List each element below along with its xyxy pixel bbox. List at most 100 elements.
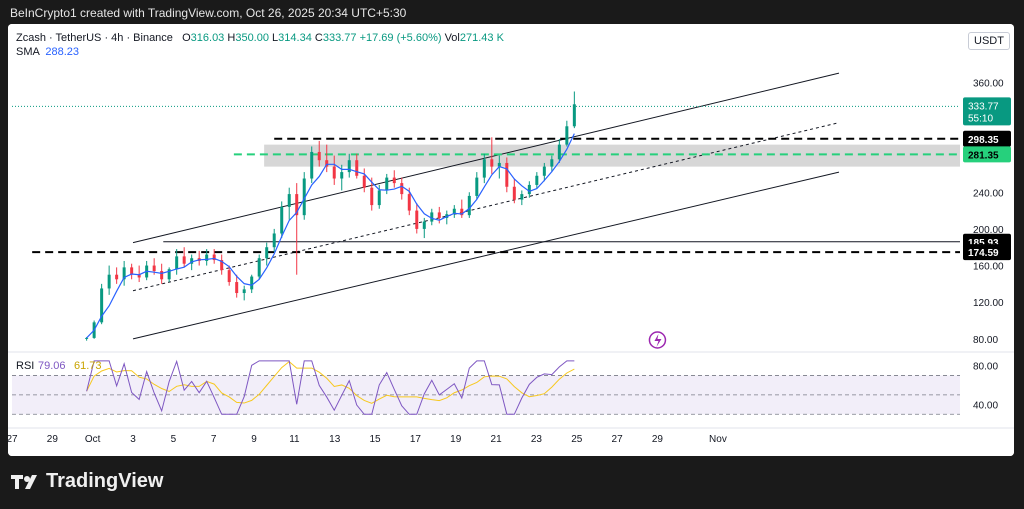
chart-card: 360.00280.00240.00200.00160.00120.0080.0… [8, 24, 1014, 456]
candle-body [572, 104, 576, 127]
rsi-tick-label: 80.00 [973, 362, 998, 373]
high-label: H [227, 32, 236, 44]
candle-body [505, 162, 509, 187]
candle-body [377, 190, 381, 206]
rsi-ma-line [86, 360, 575, 404]
price-tick-label: 120.00 [973, 298, 1004, 309]
candle-body [347, 160, 351, 173]
candle-body [295, 194, 299, 216]
chart-background [8, 24, 1014, 456]
candle-body [520, 194, 524, 200]
candle-body [385, 177, 389, 191]
candle-body [242, 289, 246, 294]
candle-body [250, 276, 254, 290]
support-2-tag-bg [963, 244, 1011, 261]
candle-body [475, 177, 479, 196]
candle-body [182, 256, 186, 264]
candle-body [137, 274, 141, 278]
candle-body [325, 160, 329, 167]
time-tick-label: 7 [211, 434, 217, 445]
attribution-text: BeInCrypto1 created with TradingView.com… [10, 6, 407, 20]
candle-body [160, 271, 164, 280]
last-price-tag-bg [963, 97, 1011, 126]
time-tick-label: 29 [47, 434, 59, 445]
time-tick-label: 11 [289, 434, 300, 445]
open-label: O [182, 32, 191, 44]
symbol-label[interactable]: Zcash · TetherUS · 4h · Binance [16, 32, 173, 44]
candle-body [122, 267, 126, 280]
channel-middle-line [132, 122, 840, 292]
rsi-line [86, 359, 575, 415]
rsi-legend-label: RSI [16, 360, 34, 372]
resistance-tag-bg [963, 130, 1011, 147]
brand-name: TradingView [46, 470, 164, 492]
candle-body [467, 195, 471, 216]
tradingview-logo: TradingView [10, 470, 163, 493]
channel-lower-line [132, 171, 840, 340]
candle-body [190, 258, 194, 264]
last-price-tag: 333.77 [968, 101, 999, 112]
price-tick-label: 200.00 [973, 225, 1004, 236]
candle-body [317, 151, 321, 161]
time-tick-label: 29 [652, 434, 664, 445]
candle-body [302, 178, 306, 216]
candle-body [235, 282, 239, 294]
lightning-icon [654, 334, 662, 347]
green-level-tag: 281.35 [968, 150, 999, 161]
candle-body [130, 267, 134, 275]
candle-body [512, 186, 516, 200]
candle-body [227, 270, 231, 283]
candle-body [407, 194, 411, 211]
candle-body [272, 233, 276, 248]
rsi-tick-label: 40.00 [973, 401, 998, 412]
candle-body [482, 159, 486, 178]
candle-body [85, 337, 89, 339]
time-tick-label: 25 [571, 434, 583, 445]
rsi-value: 79.06 [38, 360, 66, 372]
candle-body [362, 175, 366, 188]
candle-body [430, 212, 434, 222]
legend-row: Zcash · TetherUS · 4h · Binance O316.03 … [16, 32, 504, 44]
candle-body [392, 177, 396, 184]
candle-body [340, 172, 344, 179]
time-tick-label: Nov [709, 434, 727, 445]
price-tick-label: 240.00 [973, 188, 1004, 199]
candle-body [175, 256, 179, 270]
green-level-tag-bg [963, 146, 1011, 163]
candle-body [542, 166, 546, 176]
candle-body [115, 274, 119, 280]
candle-body [212, 254, 216, 261]
price-tick-label: 360.00 [973, 78, 1004, 89]
price-tick-label: 80.00 [973, 335, 998, 346]
support-2-tag: 174.59 [968, 248, 999, 259]
sma-legend[interactable]: SMA 288.23 [16, 46, 79, 58]
currency-button[interactable]: USDT [968, 32, 1010, 50]
channel-upper-line [132, 72, 840, 244]
low-label: L [272, 32, 279, 44]
chart-canvas[interactable]: 360.00280.00240.00200.00160.00120.0080.0… [8, 24, 1014, 456]
candle-body [287, 194, 291, 207]
time-tick-label: 9 [251, 434, 257, 445]
candle-body [565, 126, 569, 145]
candle-body [535, 175, 539, 185]
candle-body [167, 269, 171, 280]
time-tick-label: 3 [130, 434, 136, 445]
candle-body [527, 184, 531, 195]
time-tick-label: 19 [450, 434, 462, 445]
candle-body [332, 166, 336, 179]
consolidation-zone [264, 144, 960, 167]
sma-value: 288.23 [45, 46, 80, 58]
time-tick-label: 23 [531, 434, 543, 445]
candle-body [220, 260, 224, 271]
candle-body [205, 254, 209, 261]
candle-body [280, 206, 284, 234]
time-tick-label: 17 [410, 434, 422, 445]
candle-body [415, 210, 419, 229]
candle-body [257, 258, 261, 277]
volume-label: Vol [444, 32, 460, 44]
candle-body [497, 162, 501, 167]
candle-body [460, 208, 464, 216]
candle-body [310, 151, 314, 179]
low-value: 314.34 [278, 32, 312, 44]
